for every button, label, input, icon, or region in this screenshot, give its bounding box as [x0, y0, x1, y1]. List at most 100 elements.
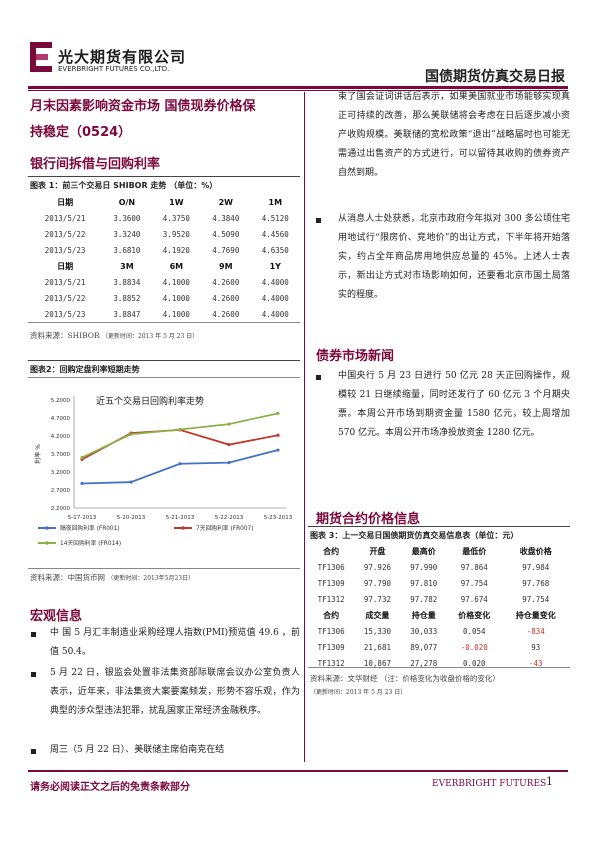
table-cell: 21,681 — [363, 642, 391, 652]
x-tick-label: 5-23-2013 — [264, 515, 293, 521]
table-header-cell: 持仓量 — [411, 610, 436, 620]
table-row: 2013/5/21 3.3600 4.3750 4.3840 4.5120 — [28, 210, 300, 226]
data-point — [227, 422, 231, 426]
report-title: 国债期货仿真交易日报 — [425, 69, 565, 85]
table-cell: 3.3600 — [113, 213, 141, 223]
table-row: TF1309 97.790 97.810 97.754 97.768 — [308, 575, 570, 591]
y-tick-label: 2.2000 — [51, 506, 71, 512]
table-cell: TF1306 — [317, 562, 345, 572]
table-cell: -43 — [529, 658, 543, 668]
table-header-cell: 3M — [120, 261, 134, 271]
article-title: 月末因素影响资金市场 国债现券价格保 持稳定（0524） — [30, 94, 300, 146]
table-cell: 89,077 — [410, 642, 438, 652]
table-header-cell: 1W — [169, 197, 184, 207]
table-cell: TF1309 — [317, 642, 345, 652]
table-cell: 97.768 — [522, 578, 550, 588]
data-point — [227, 461, 231, 465]
header-rule-thin — [28, 90, 568, 91]
table-cell: 97.864 — [460, 562, 488, 572]
table-header-cell: 开盘 — [369, 546, 386, 556]
table-cell: 2013/5/22 — [44, 293, 86, 303]
company-logo-icon — [30, 42, 52, 72]
legend-label: 7天回购利率 (FR007) — [196, 524, 253, 532]
footer-disclaimer-link[interactable]: 请务必阅读正文之后的免责条款部分 — [30, 782, 190, 793]
header-rule — [28, 86, 568, 89]
section-heading-futures: 期货合约价格信息 — [316, 512, 421, 527]
page-number: 1 — [546, 775, 553, 788]
table-cell: 2013/5/23 — [44, 245, 86, 255]
shibor-table: 日期 O/N 1W 2W 1M 2013/5/21 3.3600 4.3750 … — [28, 194, 300, 322]
table-header-cell: 2W — [218, 197, 233, 207]
table-cell: TF1309 — [317, 578, 345, 588]
legend-label: 隔夜回购利率 (FR001) — [60, 524, 120, 532]
figure-1-source: 资料来源：SHIBOR （更新时间：2013 年 5 月 23 日） — [30, 330, 198, 341]
section-heading-bond-news: 债券市场新闻 — [316, 349, 395, 364]
figure-3-source-text: 资料来源：文华财经 （注：价格变化为收盘价格的变化） — [310, 674, 500, 683]
table-header-cell: 最低价 — [462, 546, 487, 556]
table-cell: 4.1000 — [162, 277, 190, 287]
table-cell: 2013/5/23 — [44, 309, 86, 319]
table-cell: 93 — [531, 642, 541, 652]
footer-rule — [28, 770, 568, 772]
figure-2-caption: 图表2：回购定盘利率短期走势 — [30, 365, 140, 374]
futures-header-row-2: 合约 成交量 持仓量 价格变化 持仓量变化 — [308, 607, 570, 623]
macro-paragraph-3: 周三（5 月 22 日）、美联储主席伯南克在结 — [50, 745, 225, 755]
section-heading-macro: 宏观信息 — [30, 609, 83, 624]
table-cell: TF1312 — [317, 594, 345, 604]
figure-1-caption: 图表 1：前三个交易日 SHIBOR 走势 （单位：%） — [30, 181, 218, 190]
data-point — [80, 456, 84, 460]
table-row: TF1306 97.926 97.990 97.864 97.984 — [308, 559, 570, 575]
data-point — [276, 411, 280, 415]
table-cell: -0.020 — [460, 642, 488, 652]
table-cell: TF1306 — [317, 626, 345, 636]
figure-1-top-rule — [28, 176, 300, 177]
column-divider — [304, 92, 305, 762]
table-cell: 4.2600 — [212, 293, 240, 303]
table-cell: 4.5090 — [212, 229, 240, 239]
company-name-cn: 光大期货有限公司 — [58, 48, 187, 66]
bullet-icon — [31, 672, 36, 677]
table-header-cell: 价格变化 — [458, 610, 491, 620]
table-cell: 97.754 — [522, 594, 550, 604]
table-header-cell: 成交量 — [365, 610, 390, 620]
table-header-cell: 9M — [219, 261, 233, 271]
table-cell: 2013/5/21 — [44, 213, 86, 223]
data-point — [227, 443, 231, 447]
table-cell: 4.2600 — [212, 309, 240, 319]
footer-brand: EVERBRIGHT FUTURES — [432, 779, 547, 789]
bullet-icon — [31, 632, 36, 637]
table-cell: 4.6350 — [261, 245, 289, 255]
figure-2-caption-rule — [28, 377, 300, 378]
table-cell: 97.754 — [460, 578, 488, 588]
series-line-1 — [81, 449, 279, 485]
data-point — [178, 427, 182, 432]
table-cell: 3.8852 — [113, 293, 141, 303]
x-tick-label: 5-17-2013 — [68, 515, 97, 521]
table-row: TF1309 21,681 89,077 -0.020 93 — [308, 639, 570, 655]
table-row: 2013/5/21 3.8834 4.1000 4.2600 4.4000 — [28, 274, 300, 290]
table-header-cell: 日期 — [57, 261, 74, 271]
table-row: TF1312 97.732 97.782 97.674 97.754 — [308, 591, 570, 607]
table-cell: 97.732 — [363, 594, 391, 604]
table-cell: 4.2600 — [212, 277, 240, 287]
table-cell: 97.926 — [363, 562, 391, 572]
figure-1-source-date: （更新时间：2013 年 5 月 23 日） — [101, 333, 199, 340]
y-tick-label: 3.2000 — [51, 470, 71, 476]
figure-3-top-rule — [308, 526, 570, 527]
figure-3-bottom-rule — [308, 667, 570, 668]
futures-header-row-1: 合约 开盘 最高价 最低价 收盘价格 — [308, 543, 570, 559]
figure-2-source-date: （更新时间：2013年5月23日） — [107, 575, 195, 582]
table-row: 2013/5/23 3.6810 4.1920 4.7690 4.6350 — [28, 242, 300, 258]
table-cell: 97.790 — [363, 578, 391, 588]
table-cell: 97.984 — [522, 562, 550, 572]
table-header-cell: 1Y — [269, 261, 281, 271]
table-cell: 97.810 — [410, 578, 438, 588]
table-header-cell: 日期 — [57, 197, 74, 207]
table-cell: 4.4000 — [261, 293, 289, 303]
table-cell: 4.3840 — [212, 213, 240, 223]
y-tick-label: 4.2000 — [51, 434, 71, 440]
table-row: TF1312 10,867 27,278 0.020 -43 — [308, 655, 570, 671]
table-cell: 2013/5/21 — [44, 277, 86, 287]
table-cell: 97.990 — [410, 562, 438, 572]
macro-paragraph-4: 从消息人士处获悉，北京市政府今年拟对 300 多公顷住宅用地试行“限房价、竞地价… — [338, 214, 570, 300]
